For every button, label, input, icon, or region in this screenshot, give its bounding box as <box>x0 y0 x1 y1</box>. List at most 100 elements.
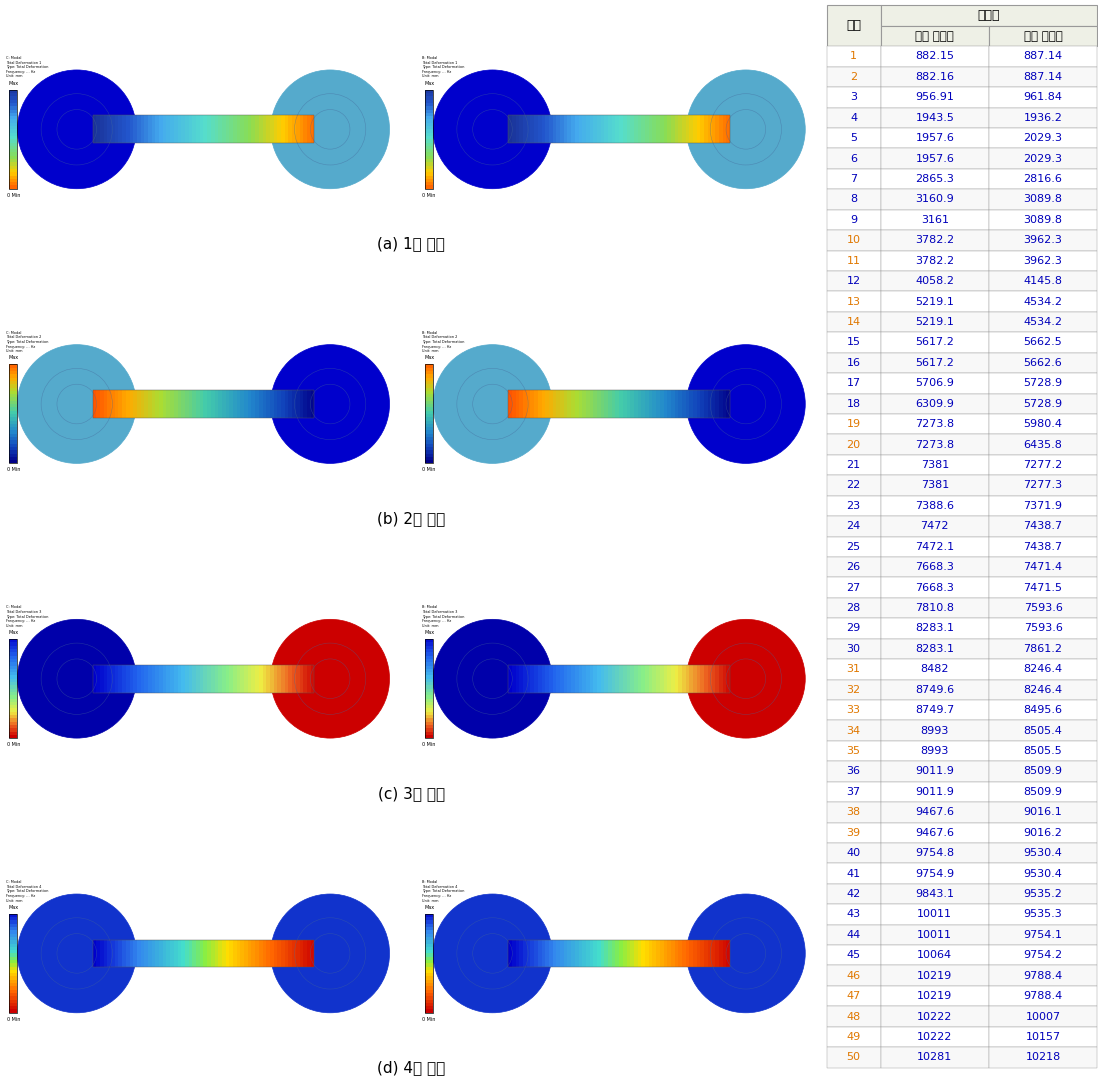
Text: 49: 49 <box>847 1032 861 1041</box>
Text: 3962.3: 3962.3 <box>1023 255 1063 266</box>
Bar <box>122 665 126 693</box>
Bar <box>248 390 251 418</box>
Bar <box>103 115 108 143</box>
Bar <box>10 106 18 110</box>
Bar <box>130 115 133 143</box>
Text: 6: 6 <box>850 153 858 164</box>
Bar <box>601 390 604 418</box>
Bar <box>881 108 989 128</box>
Text: 9467.6: 9467.6 <box>916 828 954 837</box>
Text: 8505.5: 8505.5 <box>1023 746 1063 756</box>
Bar <box>881 516 989 536</box>
Bar <box>126 390 130 418</box>
Text: 40: 40 <box>847 848 861 858</box>
Bar <box>627 665 630 693</box>
Bar <box>10 420 18 424</box>
Bar <box>10 159 18 162</box>
Bar <box>593 665 597 693</box>
Text: 1936.2: 1936.2 <box>1023 113 1063 123</box>
Bar <box>425 649 433 653</box>
Bar <box>604 390 608 418</box>
Bar <box>10 176 18 179</box>
Text: 3962.3: 3962.3 <box>1023 236 1063 245</box>
Text: 2816.6: 2816.6 <box>1023 174 1063 184</box>
Bar <box>425 698 433 702</box>
Text: 8495.6: 8495.6 <box>1023 705 1063 716</box>
Bar <box>148 939 152 968</box>
Bar <box>10 1010 18 1013</box>
Bar <box>881 680 989 700</box>
Bar <box>10 954 18 957</box>
Bar <box>535 390 538 418</box>
Bar <box>425 980 433 983</box>
Bar <box>425 937 433 940</box>
Bar <box>208 390 211 418</box>
Bar <box>722 665 727 693</box>
Bar <box>881 455 989 476</box>
Bar <box>10 679 18 682</box>
Text: 7388.6: 7388.6 <box>916 501 954 510</box>
Bar <box>604 939 608 968</box>
Bar <box>425 440 433 443</box>
Bar <box>92 665 97 693</box>
Text: 10: 10 <box>847 236 861 245</box>
Bar <box>425 672 433 675</box>
Bar <box>267 390 270 418</box>
Bar <box>881 639 989 659</box>
Bar <box>612 665 616 693</box>
Bar <box>10 451 18 454</box>
Bar <box>530 390 535 418</box>
Bar <box>10 682 18 685</box>
Bar <box>827 168 881 189</box>
Bar <box>881 1047 989 1068</box>
Bar <box>156 115 159 143</box>
Bar <box>538 665 541 693</box>
Bar <box>148 390 152 418</box>
Bar <box>144 939 148 968</box>
Bar <box>827 986 881 1007</box>
Bar <box>295 390 300 418</box>
Bar <box>10 721 18 725</box>
Text: Max: Max <box>9 355 19 361</box>
Bar <box>425 146 433 149</box>
Bar <box>679 390 682 418</box>
Bar <box>546 115 549 143</box>
Bar <box>425 986 433 989</box>
Bar <box>627 939 630 968</box>
Bar <box>601 665 604 693</box>
Bar <box>240 115 244 143</box>
Bar <box>593 939 597 968</box>
Bar <box>10 139 18 142</box>
Bar <box>10 152 18 155</box>
Bar <box>133 939 137 968</box>
Bar <box>10 944 18 947</box>
Bar <box>671 939 674 968</box>
Bar <box>638 390 641 418</box>
Bar <box>130 390 133 418</box>
Bar <box>10 365 18 464</box>
Bar <box>130 665 133 693</box>
Bar <box>668 115 671 143</box>
Bar <box>425 656 433 659</box>
Bar <box>10 365 18 368</box>
Text: 8505.4: 8505.4 <box>1023 725 1063 735</box>
Bar <box>289 665 292 693</box>
Bar <box>192 939 197 968</box>
Bar <box>240 665 244 693</box>
Bar <box>292 390 295 418</box>
Bar <box>119 390 122 418</box>
Bar <box>273 939 278 968</box>
Bar <box>535 665 538 693</box>
Bar <box>200 665 203 693</box>
Bar <box>827 536 881 557</box>
Bar <box>523 115 527 143</box>
Text: 9016.1: 9016.1 <box>1023 807 1063 818</box>
Bar <box>697 390 701 418</box>
Bar <box>425 139 433 142</box>
Bar <box>538 390 541 418</box>
Bar <box>267 115 270 143</box>
Text: Max: Max <box>424 905 434 910</box>
Bar <box>10 447 18 451</box>
Bar <box>827 516 881 536</box>
Bar <box>679 665 682 693</box>
